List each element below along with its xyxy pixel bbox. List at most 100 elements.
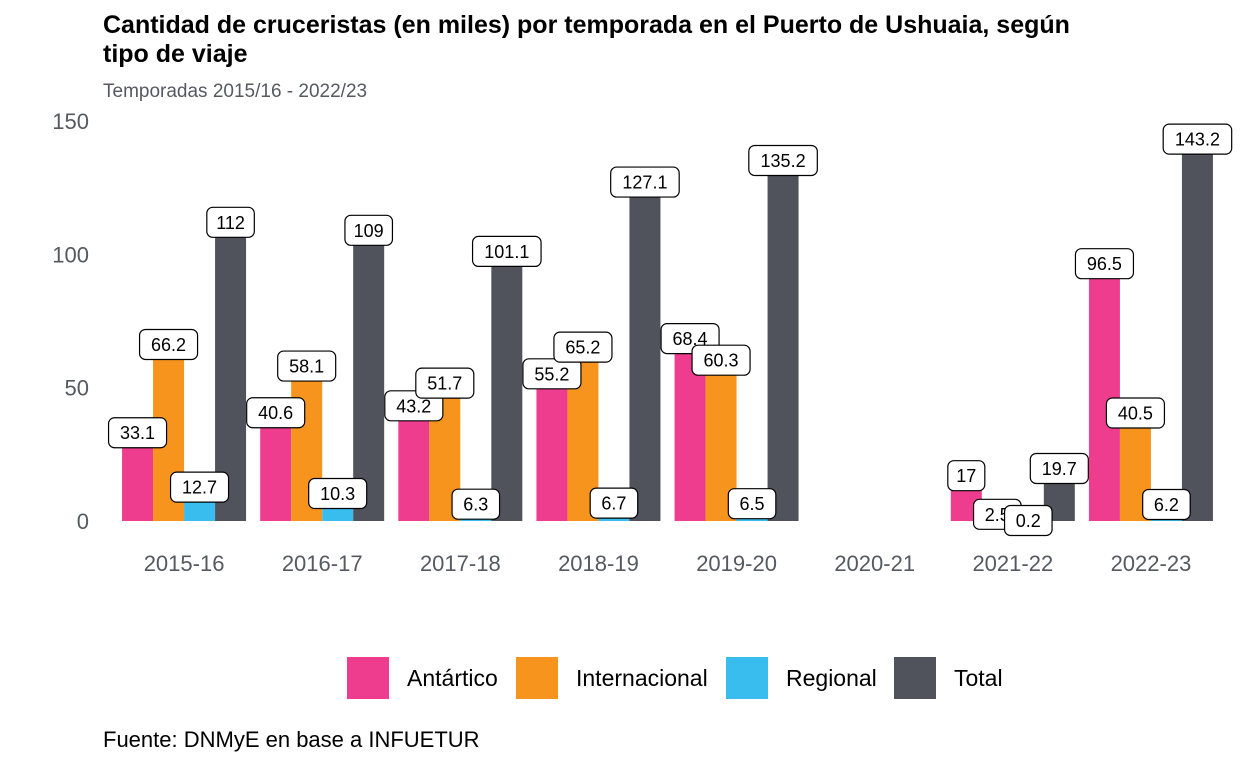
data-label: 6.7 bbox=[589, 487, 639, 519]
data-label: 12.7 bbox=[169, 471, 230, 503]
y-tick-label: 150 bbox=[52, 109, 89, 134]
data-label: 40.5 bbox=[1105, 397, 1166, 429]
data-label-box bbox=[947, 460, 986, 492]
data-label: 6.3 bbox=[451, 488, 501, 520]
legend-label: Internacional bbox=[576, 664, 708, 691]
legend-label: Regional bbox=[786, 664, 877, 691]
data-label-box bbox=[1105, 397, 1166, 429]
data-label-text: 40.6 bbox=[258, 403, 293, 423]
data-label-box bbox=[589, 487, 639, 519]
data-label: 96.5 bbox=[1074, 248, 1135, 280]
data-labels: 33.1 66.2 12.7 112 40.6 58.1 10.3 109 43.251.7 6.… bbox=[107, 123, 1233, 537]
data-label-text: 6.5 bbox=[740, 494, 765, 514]
data-label-box bbox=[107, 417, 168, 449]
y-tick-label: 50 bbox=[65, 376, 89, 401]
data-label-text: 55.2 bbox=[534, 364, 569, 384]
legend-swatch bbox=[347, 657, 389, 699]
y-tick-label: 100 bbox=[52, 242, 89, 267]
x-tick-label: 2017-18 bbox=[420, 551, 501, 576]
data-label-box bbox=[471, 235, 542, 267]
data-label: 101.1 bbox=[471, 235, 542, 267]
bar bbox=[629, 182, 661, 522]
data-label: 6.5 bbox=[727, 488, 777, 520]
data-label-text: 6.2 bbox=[1154, 495, 1179, 515]
data-label-text: 60.3 bbox=[704, 351, 739, 371]
data-label-box bbox=[1074, 248, 1135, 280]
bar bbox=[260, 412, 292, 521]
data-label-box bbox=[308, 477, 368, 510]
data-label-box bbox=[451, 488, 501, 520]
data-label: 33.1 bbox=[107, 417, 168, 449]
data-label: 6.2 bbox=[1142, 488, 1191, 521]
data-label-text: 17 bbox=[956, 466, 976, 486]
data-label-text: 101.1 bbox=[484, 242, 529, 262]
data-label: 65.2 bbox=[553, 331, 613, 363]
data-label-box bbox=[727, 488, 777, 520]
legend-item: Internacional bbox=[516, 656, 708, 700]
legend-swatch bbox=[894, 657, 936, 699]
y-tick-label: 0 bbox=[77, 509, 89, 534]
x-tick-label: 2015-16 bbox=[144, 551, 225, 576]
legend-item: Total bbox=[894, 656, 1003, 700]
legend-label: Total bbox=[954, 664, 1003, 691]
data-label-text: 2.5 bbox=[985, 505, 1010, 525]
data-label-box bbox=[1029, 452, 1089, 485]
data-label-box bbox=[1142, 488, 1191, 521]
data-label-box bbox=[169, 471, 230, 503]
chart-title: Cantidad de cruceristas (en miles) por t… bbox=[103, 11, 1070, 68]
bar-chart: 0 50 100 150 33.1 66.2 12.7 112 40.6 58.1 10.3 109 4… bbox=[52, 109, 1233, 576]
data-label: 135.2 bbox=[748, 144, 818, 177]
data-label-box bbox=[138, 328, 199, 361]
legend-item: Regional bbox=[726, 656, 877, 700]
data-label-text: 143.2 bbox=[1175, 130, 1220, 150]
data-label-text: 6.3 bbox=[463, 495, 488, 515]
data-label: 40.6 bbox=[246, 397, 306, 429]
data-label-text: 66.2 bbox=[151, 335, 186, 355]
data-label: 0.2 bbox=[1003, 504, 1053, 537]
data-label-box bbox=[1003, 504, 1053, 537]
bar bbox=[398, 405, 430, 521]
source-caption: Fuente: DNMyE en base a INFUETUR bbox=[103, 727, 480, 752]
data-label-text: 58.1 bbox=[289, 357, 324, 377]
data-label-text: 40.5 bbox=[1118, 404, 1153, 424]
data-label-text: 135.2 bbox=[761, 151, 806, 171]
data-label-box bbox=[415, 367, 475, 399]
data-label: 51.7 bbox=[415, 367, 475, 399]
legend-swatch bbox=[726, 657, 768, 699]
x-tick-label: 2021-22 bbox=[972, 551, 1053, 576]
data-label: 109 bbox=[344, 214, 394, 246]
x-tick-label: 2022-23 bbox=[1111, 551, 1192, 576]
data-label-text: 109 bbox=[354, 221, 384, 241]
data-label-text: 96.5 bbox=[1087, 254, 1122, 274]
bar bbox=[767, 160, 799, 521]
x-tick-label: 2016-17 bbox=[282, 551, 363, 576]
data-label: 68.4 bbox=[660, 323, 720, 355]
data-label-box bbox=[691, 344, 751, 376]
chart-subtitle: Temporadas 2015/16 - 2022/23 bbox=[103, 81, 368, 102]
x-tick-label: 2020-21 bbox=[834, 551, 915, 576]
data-label-box bbox=[246, 397, 306, 429]
data-label-box bbox=[277, 350, 337, 382]
data-label-text: 127.1 bbox=[622, 173, 667, 193]
bar bbox=[1088, 263, 1120, 521]
legend-swatch bbox=[516, 657, 558, 699]
data-label: 17 bbox=[947, 460, 986, 492]
data-label: 60.3 bbox=[691, 344, 751, 376]
data-label-text: 33.1 bbox=[120, 423, 155, 443]
data-label-box bbox=[748, 144, 818, 177]
data-label-text: 51.7 bbox=[427, 374, 462, 394]
data-label-box bbox=[344, 214, 394, 246]
bar bbox=[1181, 139, 1213, 521]
data-label-box bbox=[206, 206, 255, 238]
data-label-box bbox=[610, 166, 680, 198]
data-label: 10.3 bbox=[308, 477, 368, 510]
legend-item: Antártico bbox=[347, 656, 498, 700]
data-label-box bbox=[522, 358, 582, 390]
data-label: 58.1 bbox=[277, 350, 337, 382]
data-label: 112 bbox=[206, 206, 255, 238]
bar bbox=[353, 230, 385, 522]
data-label-text: 0.2 bbox=[1016, 511, 1041, 531]
data-label: 19.7 bbox=[1029, 452, 1089, 485]
legend: Antártico Internacional Regional Total bbox=[0, 656, 1248, 700]
data-label-text: 12.7 bbox=[182, 478, 217, 498]
